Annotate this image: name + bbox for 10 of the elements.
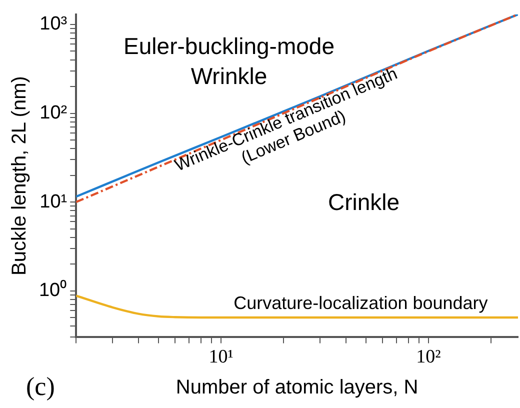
y-axis-title: Buckle length, 2L (nm) (8, 76, 31, 276)
x-axis-title: Number of atomic layers, N (176, 376, 418, 399)
y-tick-label: 10¹ (40, 191, 68, 212)
y-tick-label: 10⁰ (38, 279, 68, 302)
text: (c) (26, 372, 55, 402)
annotation: Crinkle (328, 189, 400, 216)
annotation: Curvature-localization boundary (234, 293, 488, 314)
annotation: Euler-buckling-mode Wrinkle (124, 33, 334, 90)
y-tick-label: 10³ (40, 14, 68, 35)
y-tick-label: 10² (40, 102, 68, 124)
